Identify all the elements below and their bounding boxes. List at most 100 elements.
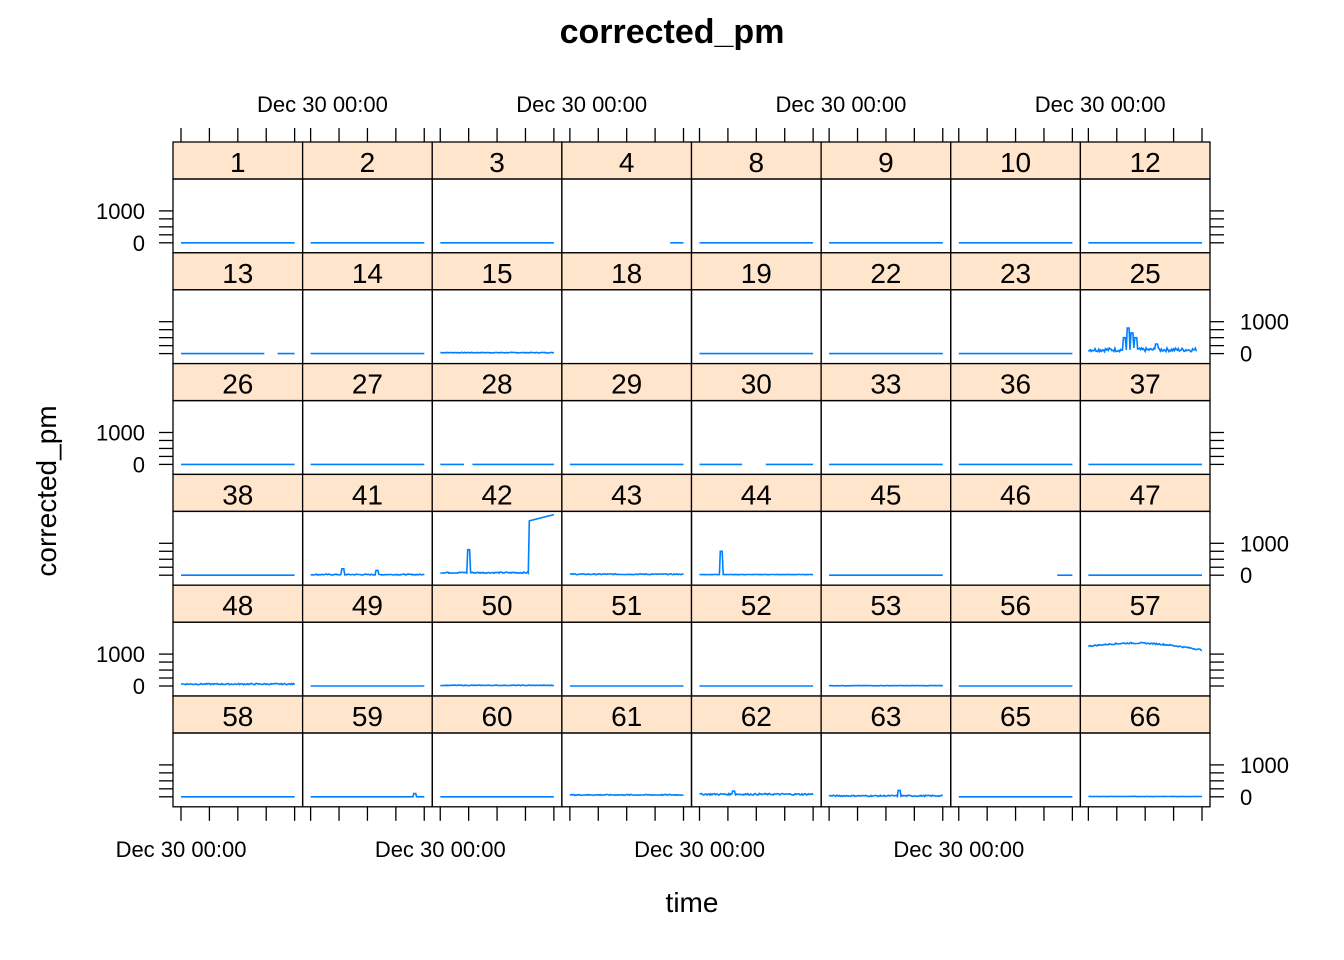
panel-36: 36 bbox=[950, 362, 1082, 476]
panel-label: 37 bbox=[1130, 369, 1161, 400]
x-tick-label-top: Dec 30 00:00 bbox=[1035, 92, 1166, 117]
panel-frame bbox=[1079, 178, 1211, 254]
panel-62: 62 bbox=[690, 695, 822, 808]
panel-63: 63 bbox=[820, 695, 952, 808]
y-tick-label: 1000 bbox=[1240, 753, 1289, 778]
panel-strip bbox=[172, 141, 304, 180]
panel-label: 14 bbox=[352, 258, 383, 289]
panel-frame bbox=[1079, 732, 1211, 808]
panel-label: 26 bbox=[222, 369, 253, 400]
panel-frame bbox=[690, 289, 822, 365]
panel-label: 28 bbox=[481, 369, 512, 400]
panel-strip bbox=[301, 695, 433, 734]
panel-4: 4 bbox=[561, 141, 693, 254]
panel-label: 19 bbox=[741, 258, 772, 289]
panel-strip bbox=[431, 252, 563, 291]
panel-56: 56 bbox=[950, 584, 1082, 697]
panel-66: 66 bbox=[1079, 695, 1211, 808]
x-tick-label-bottom: Dec 30 00:00 bbox=[893, 837, 1024, 862]
panel-57: 57 bbox=[1079, 584, 1211, 697]
series-line bbox=[440, 513, 555, 575]
panel-strip bbox=[820, 252, 952, 291]
panel-frame bbox=[431, 178, 563, 254]
panel-strip bbox=[1079, 252, 1211, 291]
panel-label: 56 bbox=[1000, 590, 1031, 621]
series-line bbox=[1087, 641, 1203, 652]
panel-1: 1 bbox=[172, 141, 304, 254]
panel-27: 27 bbox=[301, 362, 433, 476]
panel-label: 46 bbox=[1000, 479, 1031, 510]
panel-59: 59 bbox=[301, 695, 433, 808]
chart-title: corrected_pm bbox=[560, 13, 785, 51]
panel-strip bbox=[431, 362, 563, 402]
panel-frame bbox=[1079, 621, 1211, 697]
panel-60: 60 bbox=[431, 695, 563, 808]
panel-frame bbox=[172, 399, 304, 476]
panel-23: 23 bbox=[950, 252, 1082, 365]
panel-label: 36 bbox=[1000, 369, 1031, 400]
panel-label: 4 bbox=[619, 147, 635, 178]
panel-8: 8 bbox=[690, 141, 822, 254]
series-line bbox=[440, 684, 555, 687]
panel-label: 22 bbox=[870, 258, 901, 289]
panel-label: 8 bbox=[749, 147, 765, 178]
panel-frame bbox=[690, 621, 822, 697]
panel-26: 26 bbox=[172, 362, 304, 476]
panel-strip bbox=[301, 141, 433, 180]
panel-strip bbox=[1079, 584, 1211, 623]
panel-strip bbox=[301, 584, 433, 623]
panel-strip bbox=[431, 584, 563, 623]
panel-label: 25 bbox=[1130, 258, 1161, 289]
panel-51: 51 bbox=[561, 584, 693, 697]
panel-19: 19 bbox=[690, 252, 822, 365]
panel-strip bbox=[950, 141, 1082, 180]
panel-30: 30 bbox=[690, 362, 822, 476]
series-line bbox=[440, 351, 555, 354]
panel-strip bbox=[172, 695, 304, 734]
panel-label: 10 bbox=[1000, 147, 1031, 178]
panel-frame bbox=[1079, 399, 1211, 476]
series-line bbox=[569, 793, 684, 797]
panel-label: 66 bbox=[1130, 701, 1161, 732]
panel-frame bbox=[950, 510, 1082, 586]
panel-label: 62 bbox=[741, 701, 772, 732]
panel-strip bbox=[690, 473, 822, 513]
panel-frame bbox=[561, 621, 693, 697]
panel-strip bbox=[1079, 362, 1211, 402]
panel-33: 33 bbox=[820, 362, 952, 476]
panel-frame bbox=[172, 510, 304, 586]
panel-14: 14 bbox=[301, 252, 433, 365]
panel-label: 49 bbox=[352, 590, 383, 621]
y-axis-label: corrected_pm bbox=[31, 405, 62, 576]
panel-12: 12 bbox=[1079, 141, 1211, 254]
panel-strip bbox=[690, 252, 822, 291]
panel-strip bbox=[950, 695, 1082, 734]
panel-28: 28 bbox=[431, 362, 563, 476]
panel-label: 48 bbox=[222, 590, 253, 621]
panel-48: 48 bbox=[172, 584, 304, 697]
panel-frame bbox=[690, 178, 822, 254]
x-tick-label-top: Dec 30 00:00 bbox=[776, 92, 907, 117]
panel-label: 18 bbox=[611, 258, 642, 289]
y-tick-label: 1000 bbox=[1240, 310, 1289, 335]
y-tick-label: 1000 bbox=[96, 421, 145, 446]
panel-43: 43 bbox=[561, 473, 693, 586]
panel-strip bbox=[431, 141, 563, 180]
panel-65: 65 bbox=[950, 695, 1082, 808]
panel-44: 44 bbox=[690, 473, 822, 586]
panel-frame bbox=[690, 732, 822, 808]
y-tick-label: 1000 bbox=[96, 642, 145, 667]
panel-label: 65 bbox=[1000, 701, 1031, 732]
panel-frame bbox=[950, 399, 1082, 476]
panel-label: 29 bbox=[611, 369, 642, 400]
series-line bbox=[569, 572, 684, 576]
panel-label: 57 bbox=[1130, 590, 1161, 621]
panel-frame bbox=[561, 399, 693, 476]
y-tick-label: 1000 bbox=[96, 199, 145, 224]
panel-strip bbox=[172, 473, 304, 513]
panel-3: 3 bbox=[431, 141, 563, 254]
y-tick-label: 0 bbox=[133, 231, 145, 256]
panel-41: 41 bbox=[301, 473, 433, 586]
panel-strip bbox=[172, 362, 304, 402]
